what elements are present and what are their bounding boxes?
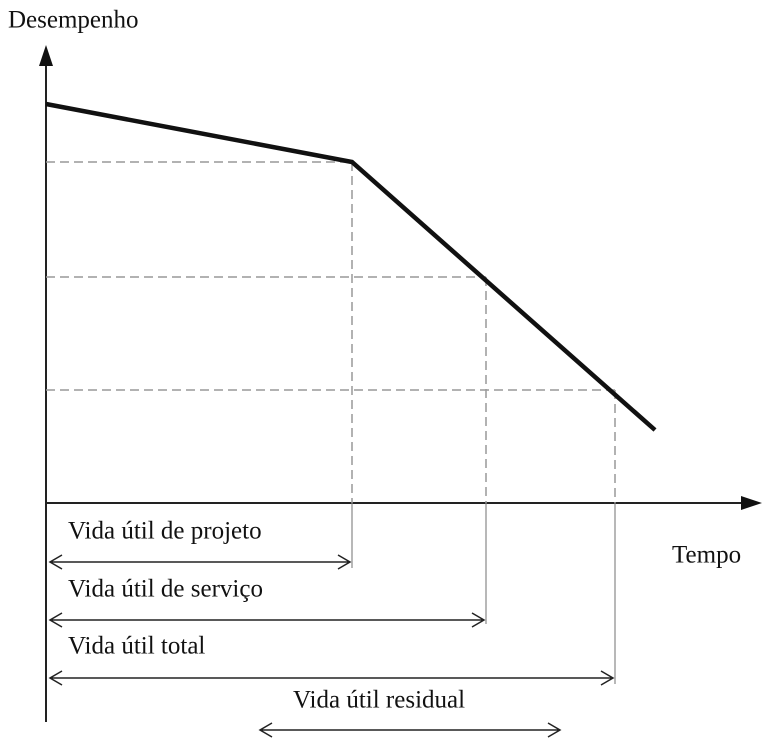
interval-label: Vida útil de projeto: [68, 518, 262, 545]
y-axis-arrow: [39, 45, 53, 66]
interval-arrow: [48, 554, 352, 570]
interval-arrow: [258, 722, 562, 738]
guides: [46, 161, 616, 684]
x-axis-label: Tempo: [672, 542, 741, 569]
interval-label: Vida útil residual: [293, 687, 465, 714]
y-axis-label: Desempenho: [8, 7, 139, 34]
interval-label: Vida útil total: [68, 633, 205, 660]
interval-arrow: [48, 612, 486, 628]
interval-label: Vida útil de serviço: [68, 576, 263, 603]
interval-arrow: [48, 670, 615, 686]
performance-curve: [45, 101, 657, 432]
x-axis-arrow: [741, 496, 762, 510]
interval-arrows: [48, 554, 615, 738]
